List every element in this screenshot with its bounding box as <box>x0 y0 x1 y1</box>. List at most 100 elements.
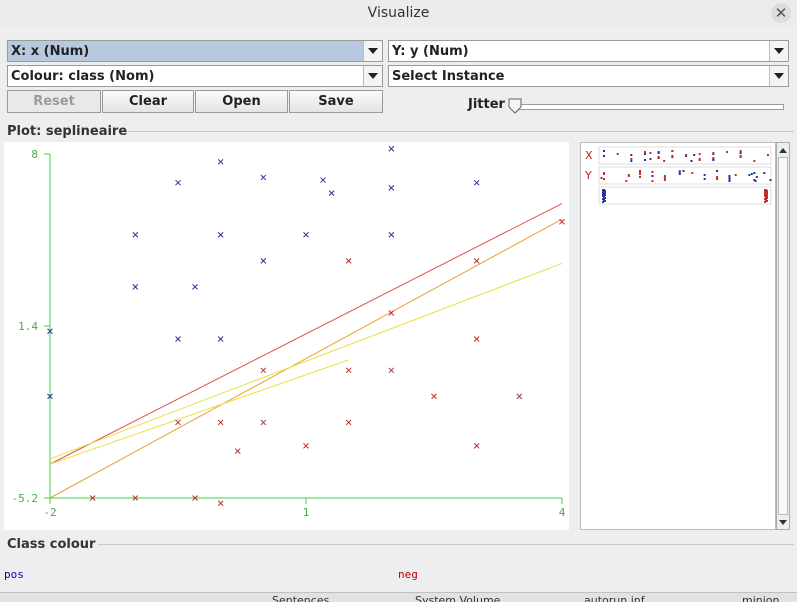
chevron-down-icon[interactable] <box>363 41 382 61</box>
summary-scrollbar[interactable] <box>776 142 790 530</box>
summary-point-neg[interactable] <box>739 155 742 157</box>
summary-point-pos[interactable] <box>703 178 706 180</box>
summary-class-point-neg[interactable] <box>766 196 768 198</box>
chevron-down-icon[interactable] <box>363 66 382 86</box>
summary-point-pos[interactable] <box>644 159 646 161</box>
summary-point-neg[interactable] <box>616 153 619 155</box>
summary-point-neg[interactable] <box>698 153 701 155</box>
y-axis-select[interactable]: Y: y (Num) <box>388 40 789 62</box>
summary-point-neg[interactable] <box>734 174 737 176</box>
summary-point-neg[interactable] <box>698 158 701 160</box>
summary-point-pos[interactable] <box>651 175 654 177</box>
jitter-slider-thumb[interactable] <box>508 98 522 114</box>
summary-point-neg[interactable] <box>726 151 728 153</box>
summary-point-pos[interactable] <box>630 160 633 162</box>
summary-class-point-pos[interactable] <box>604 200 606 202</box>
instance-select[interactable]: Select Instance <box>388 65 789 87</box>
legend-item-pos[interactable]: pos <box>4 568 24 581</box>
summary-point-neg[interactable] <box>685 154 687 156</box>
save-button[interactable]: Save <box>289 90 383 113</box>
scroll-down-icon[interactable] <box>778 517 788 527</box>
summary-point-neg[interactable] <box>716 176 719 178</box>
chevron-down-icon[interactable] <box>769 41 788 61</box>
summary-class-point-neg[interactable] <box>766 193 768 195</box>
summary-point-neg[interactable] <box>739 150 742 152</box>
summary-class-point-neg[interactable] <box>764 201 766 203</box>
summary-point-neg[interactable] <box>651 180 654 182</box>
summary-point-pos[interactable] <box>728 180 731 182</box>
scatter-plot-svg[interactable]: 8 1.4 -5.2 -2 1 4 <box>4 142 569 530</box>
summary-point-pos[interactable] <box>690 160 693 162</box>
summary-point-pos[interactable] <box>753 179 756 181</box>
summary-point-pos[interactable] <box>755 176 758 178</box>
summary-axis-label[interactable]: X <box>585 149 593 162</box>
summary-point-neg[interactable] <box>639 173 642 175</box>
reset-button[interactable]: Reset <box>7 90 101 113</box>
summary-point-neg[interactable] <box>753 160 756 162</box>
summary-point-neg[interactable] <box>603 172 605 174</box>
summary-point-pos[interactable] <box>739 152 742 154</box>
summary-point-pos[interactable] <box>769 179 772 181</box>
attribute-summary-svg[interactable]: XY <box>581 143 775 529</box>
summary-point-pos[interactable] <box>728 175 731 177</box>
summary-point-pos[interactable] <box>703 174 706 176</box>
summary-point-neg[interactable] <box>639 170 642 172</box>
summary-point-pos[interactable] <box>693 154 696 156</box>
colour-select[interactable]: Colour: class (Nom) <box>7 65 383 87</box>
summary-point-pos[interactable] <box>754 180 757 182</box>
summary-point-pos[interactable] <box>678 173 681 175</box>
summary-point-neg[interactable] <box>639 176 642 178</box>
summary-point-pos[interactable] <box>657 151 660 153</box>
summary-point-pos[interactable] <box>748 174 751 176</box>
summary-point-neg[interactable] <box>663 177 666 179</box>
summary-axis-label[interactable]: Y <box>584 169 592 182</box>
x-axis-select[interactable]: X: x (Num) <box>7 40 383 62</box>
summary-point-pos[interactable] <box>644 153 646 155</box>
summary-point-neg[interactable] <box>712 152 715 154</box>
summary-point-pos[interactable] <box>753 172 756 174</box>
jitter-slider-track[interactable] <box>512 104 784 110</box>
summary-class-strip[interactable] <box>598 186 772 205</box>
summary-class-point-pos[interactable] <box>602 194 604 196</box>
summary-point-neg[interactable] <box>663 175 666 177</box>
summary-point-pos[interactable] <box>750 173 753 175</box>
summary-point-neg[interactable] <box>716 178 719 180</box>
summary-point-neg[interactable] <box>691 172 694 174</box>
summary-point-neg[interactable] <box>678 170 681 172</box>
close-icon[interactable]: ✕ <box>771 3 791 23</box>
summary-point-neg[interactable] <box>625 180 628 182</box>
summary-point-pos[interactable] <box>716 170 719 172</box>
summary-point-pos[interactable] <box>603 155 605 157</box>
summary-point-pos[interactable] <box>682 170 685 172</box>
summary-class-point-pos[interactable] <box>604 193 606 195</box>
scatter-plot[interactable]: 8 1.4 -5.2 -2 1 4 <box>4 142 569 530</box>
summary-strip[interactable] <box>598 166 772 185</box>
summary-point-neg[interactable] <box>663 179 666 181</box>
summary-point-neg[interactable] <box>663 160 666 162</box>
summary-class-point-neg[interactable] <box>766 200 768 202</box>
summary-point-pos[interactable] <box>630 154 633 156</box>
summary-point-neg[interactable] <box>712 157 715 159</box>
summary-point-neg[interactable] <box>627 175 630 177</box>
summary-point-neg[interactable] <box>603 178 605 180</box>
summary-point-pos[interactable] <box>603 150 605 152</box>
clear-button[interactable]: Clear <box>102 90 194 113</box>
summary-class-point-pos[interactable] <box>602 201 604 203</box>
summary-point-neg[interactable] <box>630 158 633 160</box>
open-button[interactable]: Open <box>195 90 288 113</box>
summary-point-neg[interactable] <box>651 171 654 173</box>
scroll-thumb[interactable] <box>778 157 788 515</box>
scroll-up-icon[interactable] <box>778 145 788 155</box>
chevron-down-icon[interactable] <box>769 66 788 86</box>
summary-class-point-pos[interactable] <box>604 197 606 199</box>
summary-point-neg[interactable] <box>644 151 646 153</box>
legend-item-neg[interactable]: neg <box>398 568 418 581</box>
summary-point-neg[interactable] <box>657 156 660 158</box>
summary-point-pos[interactable] <box>649 158 652 160</box>
summary-point-neg[interactable] <box>649 152 652 154</box>
summary-point-pos[interactable] <box>763 172 766 174</box>
summary-point-neg[interactable] <box>671 150 674 152</box>
summary-point-neg[interactable] <box>600 177 603 179</box>
summary-class-point-pos[interactable] <box>604 190 606 192</box>
